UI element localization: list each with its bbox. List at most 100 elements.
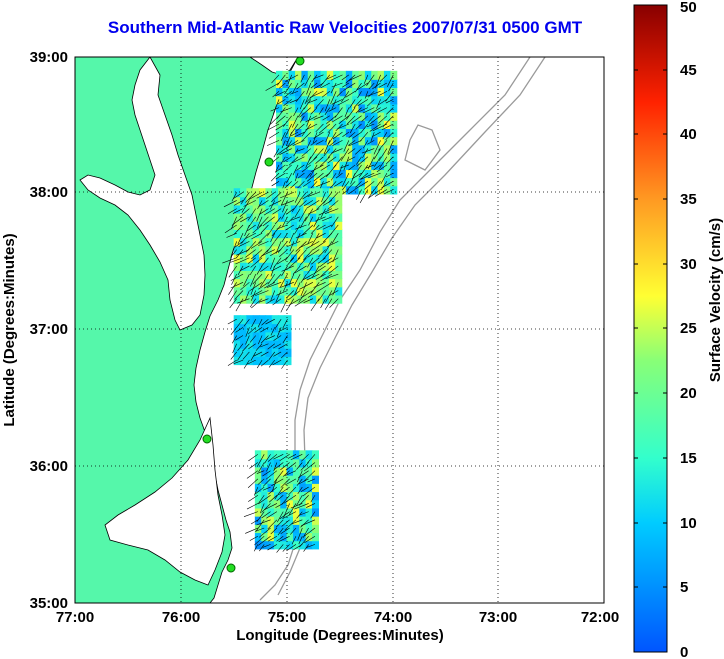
velocity-arrow [251,319,257,328]
velocity-cell [286,474,294,484]
velocity-arrow [266,224,276,237]
velocity-arrow [241,200,250,213]
velocity-arrow [287,74,292,85]
velocity-cell [305,524,313,534]
velocity-cell [314,152,322,162]
velocity-arrow [297,181,305,189]
velocity-cell [284,294,292,304]
velocity-cell [278,331,286,341]
velocity-arrow [257,241,269,246]
velocity-cell [326,79,334,89]
velocity-cell [259,339,267,349]
colorbar-tick-label: 25 [680,320,697,337]
velocity-cell [267,524,275,534]
velocity-cell [233,356,241,366]
velocity-cell [280,499,288,509]
velocity-cell [311,532,319,542]
velocity-arrow [276,535,284,542]
velocity-arrow [313,148,324,160]
velocity-cell [314,169,322,179]
velocity-arrow [371,107,381,114]
velocity-cell [364,119,372,129]
velocity-arrow [306,140,312,149]
velocity-arrow [310,107,318,115]
velocity-arrow [355,123,362,130]
velocity-cell [290,261,298,271]
velocity-cell [240,339,248,349]
velocity-cell [320,128,328,138]
velocity-cell [233,270,241,280]
velocity-arrow [236,249,250,256]
velocity-arrow [330,82,337,94]
velocity-arrow [256,519,271,526]
velocity-cell [276,169,284,179]
velocity-arrow [236,318,244,328]
velocity-arrow [320,164,330,171]
velocity-arrow [241,232,250,244]
velocity-cell [309,212,317,222]
colorbar-tick-label: 15 [680,450,697,467]
velocity-arrow [321,90,330,98]
velocity-arrow [280,351,288,359]
velocity-arrow [316,181,330,187]
velocity-arrow [230,241,237,256]
velocity-arrow [288,156,299,166]
velocity-cell [246,196,254,206]
velocity-arrow [250,274,257,287]
velocity-cell [240,347,248,357]
velocity-cell [297,270,305,280]
velocity-cell [267,474,275,484]
velocity-arrow [298,290,307,303]
velocity-arrow [363,74,369,84]
velocity-arrow [258,282,269,290]
velocity-cell [284,229,292,239]
y-tick-label: 35:00 [30,595,68,612]
velocity-arrow [234,290,244,300]
velocity-arrow [304,91,312,105]
velocity-arrow [380,181,388,191]
velocity-cell [358,177,366,187]
velocity-arrow [270,115,280,125]
velocity-cell [326,160,334,170]
velocity-arrow [267,343,275,350]
velocity-arrow [267,519,278,530]
velocity-cell [295,95,303,105]
velocity-arrow [300,462,309,471]
velocity-cell [271,347,279,357]
velocity-arrow [242,351,250,360]
velocity-cell [320,152,328,162]
velocity-arrow [346,107,356,120]
velocity-cell [307,103,315,113]
velocity-cell [233,253,241,263]
velocity-cell [328,270,336,280]
velocity-cell [333,103,341,113]
velocity-cell [358,70,366,80]
velocity-arrow [324,107,331,116]
velocity-arrow [270,265,276,277]
velocity-arrow [382,132,388,140]
velocity-cell [333,119,341,129]
velocity-arrow [266,140,280,146]
velocity-arrow [334,181,343,187]
velocity-cell [290,270,298,280]
velocity-cell [246,331,254,341]
velocity-cell [322,188,330,198]
velocity-arrow [293,148,299,157]
velocity-arrow [299,536,309,548]
velocity-cell [284,356,292,366]
velocity-arrow [231,335,237,344]
velocity-arrow [257,200,263,210]
velocity-arrow [280,156,286,165]
velocity-arrow [351,172,362,180]
velocity-cell [316,237,324,247]
velocity-arrow [331,99,343,105]
velocity-arrow [289,99,299,104]
velocity-cell [261,491,269,501]
velocity-arrow [320,298,326,309]
velocity-arrow [273,148,280,158]
velocity-cell [282,119,290,129]
velocity-arrow [232,208,244,214]
velocity-cell [233,204,241,214]
velocity-cell [307,128,315,138]
velocity-cell [314,87,322,97]
